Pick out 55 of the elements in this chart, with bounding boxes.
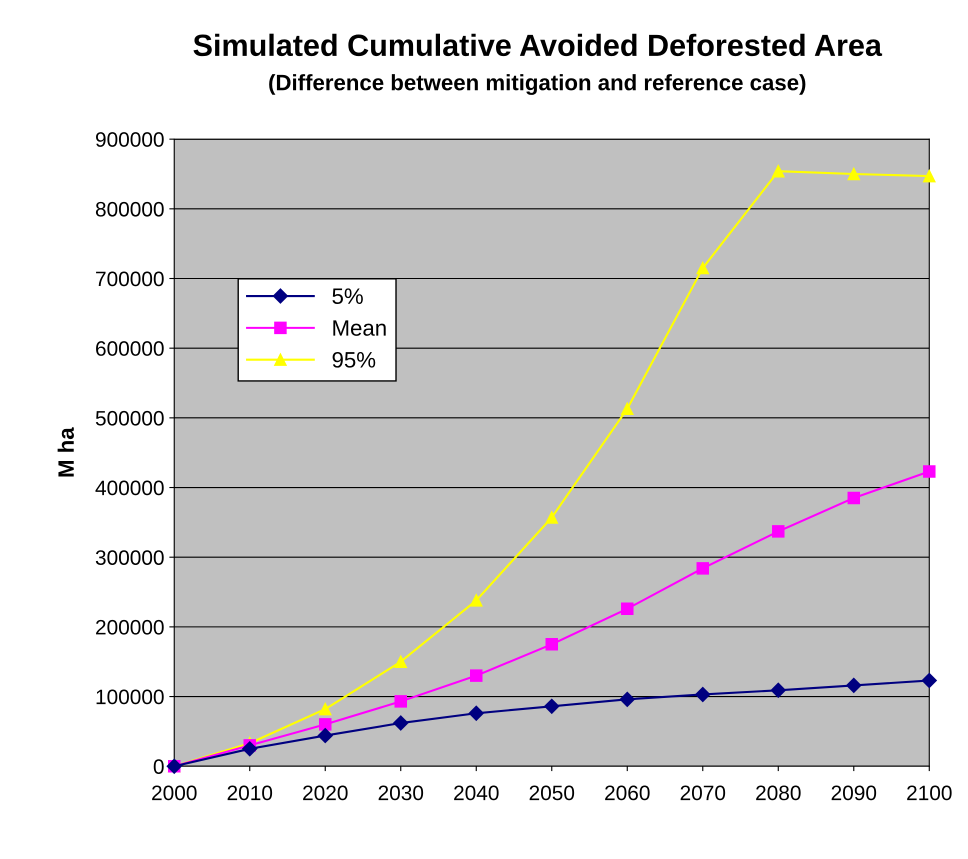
y-axis-title: M ha: [58, 427, 74, 477]
x-tick-label: 2090: [832, 786, 876, 800]
point: [318, 728, 333, 744]
y-tick-label: 100000: [96, 690, 164, 704]
x-tick-label: 2040: [454, 786, 499, 800]
y-tick-label: 200000: [96, 620, 164, 635]
point: [620, 692, 635, 707]
point: [242, 741, 258, 756]
point: [770, 682, 786, 698]
chart-title: Simulated Cumulative Avoided Deforested Area: [193, 34, 882, 56]
y-tick-label: 800000: [96, 202, 164, 217]
point: [470, 669, 483, 682]
x-tick-label: 2050: [530, 786, 574, 800]
point: [846, 678, 862, 693]
x-tick-label: 2080: [756, 786, 801, 800]
point: [621, 602, 634, 616]
point: [696, 562, 710, 575]
y-tick-label: 900000: [96, 132, 164, 147]
point: [394, 655, 407, 668]
point: [393, 715, 408, 731]
point: [319, 718, 332, 731]
point: [394, 695, 407, 708]
y-tick-label: 700000: [96, 272, 164, 286]
y-tick-label: 500000: [96, 410, 164, 426]
x-tick-label: 2100: [907, 786, 952, 800]
point: [319, 702, 332, 716]
point: [546, 511, 558, 524]
point: [848, 492, 860, 504]
x-tick-label: 2070: [680, 786, 726, 800]
point: [621, 402, 634, 416]
y-tick-label: 600000: [96, 341, 164, 356]
point: [772, 525, 785, 538]
point: [772, 164, 785, 178]
x-tick-label: 2060: [605, 786, 650, 800]
point: [546, 638, 558, 651]
point: [922, 672, 937, 688]
x-tick-label: 2000: [152, 786, 197, 800]
y-tick-label: 300000: [96, 550, 164, 565]
point: [470, 594, 483, 607]
x-tick-label: 2030: [378, 786, 424, 800]
point: [544, 698, 560, 714]
legend-label: 5%: [332, 288, 363, 304]
legend-label: Mean: [333, 320, 386, 336]
point: [696, 262, 710, 274]
point: [468, 706, 484, 721]
x-tick-label: 2010: [228, 786, 272, 800]
point: [695, 686, 710, 702]
legend-label: 95%: [332, 352, 376, 368]
y-tick-label: 0: [154, 759, 164, 774]
x-tick-label: 2020: [303, 786, 348, 800]
point: [923, 170, 936, 182]
point: [848, 168, 860, 180]
point: [923, 465, 936, 478]
y-tick-label: 400000: [95, 480, 164, 496]
chart-subtitle: (Difference between mitigation and reference case): [269, 74, 806, 95]
